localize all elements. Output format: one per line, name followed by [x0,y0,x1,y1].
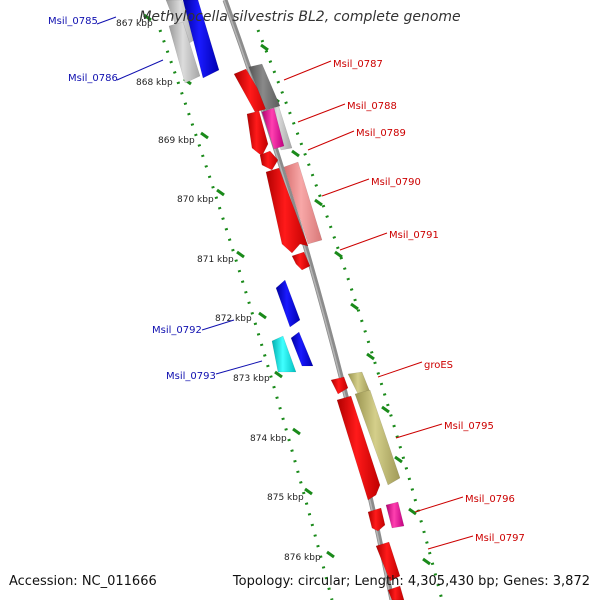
outer-tick-mark [366,352,375,361]
gene-label-msil_0791[interactable]: Msil_0791 [389,230,439,241]
tick-label: 868 kbp [136,78,173,88]
tick-label: 875 kbp [267,493,304,503]
gene-arrow-msil_0795[interactable] [354,389,401,486]
outer-tick-mark [350,302,359,311]
tick-label: 870 kbp [177,195,214,205]
gene-label-msil_0796[interactable]: Msil_0796 [465,494,515,505]
outer-tick-mark [260,43,269,52]
tick-label: 876 kbp [284,553,321,563]
accession-label: Accession: NC_011666 [9,574,157,589]
gene-arrow-groes[interactable] [330,376,349,395]
tick-label: 871 kbp [197,255,234,265]
label-leader-line [427,535,474,550]
tick-mark [304,487,313,496]
tick-label: 869 kbp [158,136,195,146]
label-leader-line [307,130,355,151]
gene-arrow-msil_0786[interactable] [168,21,201,84]
outer-tick-mark [422,557,431,566]
gene-arrow-msil_0797[interactable] [387,585,405,600]
tick-mark [236,250,245,259]
gene-arrow-msil_0796[interactable] [367,507,386,532]
genome-title: Methylocella silvestris BL2, complete ge… [139,9,461,25]
gene-label-msil_0795[interactable]: Msil_0795 [444,421,494,432]
gene-label-msil_0789[interactable]: Msil_0789 [356,128,406,139]
gene-arrow-msil_0790[interactable] [259,150,279,171]
label-leader-line [339,232,388,251]
gene-label-msil_0790[interactable]: Msil_0790 [371,177,421,188]
gene-arrow-msil_0793[interactable] [290,331,314,367]
gene-label-msil_0792[interactable]: Msil_0792 [152,325,202,336]
gene-arrow-msil_0785[interactable] [182,0,220,79]
label-leader-line [116,59,164,81]
label-leader-line [215,360,263,375]
tick-mark [326,550,335,559]
label-leader-line [377,361,423,378]
gene-arrow-msil_0797[interactable] [375,541,401,582]
gene-arrow-msil_0793[interactable] [271,335,297,373]
gene-label-msil_0788[interactable]: Msil_0788 [347,101,397,112]
gene-labels: Msil_0785 Msil_0786 Msil_0787 Msil_0788 Msil… [48,16,525,550]
tick-mark [258,311,267,320]
gene-arrow-msil_0791[interactable] [291,251,311,271]
tick-mark [200,131,209,140]
outer-tick-mark [314,198,323,207]
gene-arrow-msil_0788[interactable] [261,107,285,150]
tick-label: 873 kbp [233,374,270,384]
gene-features [165,0,405,600]
genome-stats: Topology: circular; Length: 4,305,430 bp… [232,574,590,589]
tick-mark [274,370,283,379]
tick-marks: 867 kbp 868 kbp 869 kbp 870 kbp 871 kbp 872 k… [116,13,431,566]
gene-arrow-msil_0796[interactable] [385,501,405,529]
outer-tick-mark [394,455,403,464]
outer-tick-mark [408,507,417,516]
tick-mark [143,13,152,22]
label-leader-line [201,319,235,331]
label-leader-line [321,178,370,197]
label-leader-line [395,423,443,439]
gene-label-msil_0787[interactable]: Msil_0787 [333,59,383,70]
gene-arrow-msil_0789[interactable] [246,110,269,157]
outer-tick-mark [381,405,390,414]
tick-label: 867 kbp [116,19,153,29]
gene-arrow-msil_0792[interactable] [275,279,301,328]
label-leader-line [283,60,332,81]
gene-label-msil_0785[interactable]: Msil_0785 [48,16,98,27]
gene-arrow-msil_0795[interactable] [336,395,381,501]
gene-arrow-msil_0791[interactable] [265,167,309,254]
gene-arrow-msil_0787[interactable] [248,63,281,111]
gene-label-groes[interactable]: groES [424,360,453,371]
label-leader-line [414,496,464,513]
tick-mark [292,427,301,436]
gene-label-msil_0793[interactable]: Msil_0793 [166,371,216,382]
gene-arrow-msil_0790[interactable] [283,161,323,245]
gene-label-msil_0786[interactable]: Msil_0786 [68,73,118,84]
label-leader-line [96,16,117,25]
gene-label-msil_0797[interactable]: Msil_0797 [475,533,525,544]
tick-mark [216,188,225,197]
label-leader-line [297,103,346,123]
outer-tick-mark [334,250,343,259]
tick-label: 874 kbp [250,434,287,444]
tick-label: 872 kbp [215,314,252,324]
outer-tick-mark [291,149,300,158]
